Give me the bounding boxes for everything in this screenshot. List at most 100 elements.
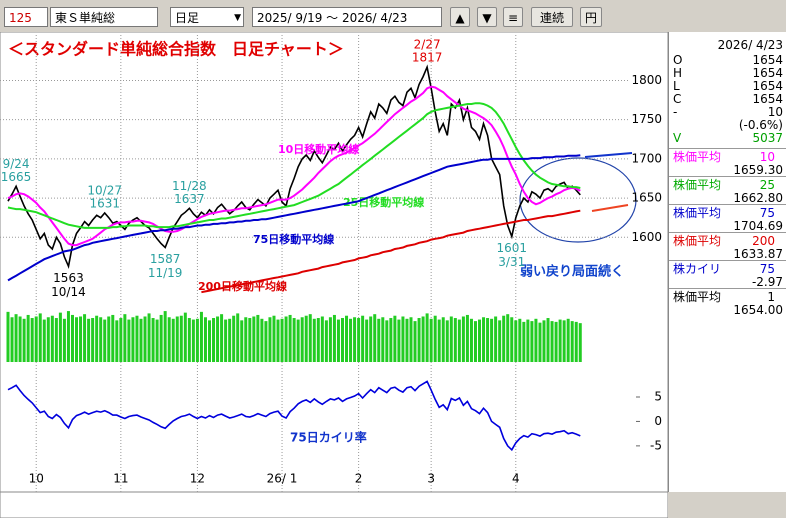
- volume-bar: [300, 317, 304, 362]
- volume-bar: [353, 317, 357, 362]
- volume-bar: [381, 317, 385, 362]
- indicator-param: 25: [759, 178, 775, 192]
- volume-bar: [127, 319, 131, 362]
- volume-bar: [546, 318, 550, 362]
- toolbar-button[interactable]: ≡: [503, 7, 523, 27]
- y-tick-label: 0: [654, 414, 662, 428]
- deviation-title: 75日カイリ率: [290, 430, 367, 445]
- toolbar-button[interactable]: ▼: [477, 7, 497, 27]
- ma200-extension: [591, 204, 629, 212]
- volume-bar: [155, 319, 159, 362]
- annotation-value: 1637: [174, 192, 205, 206]
- toolbar-button[interactable]: ▲: [450, 7, 470, 27]
- x-tick-label: 4: [512, 472, 520, 486]
- volume-bar: [232, 315, 236, 362]
- volume-bar: [34, 316, 38, 362]
- volume-bar: [236, 313, 240, 362]
- panel-date: 2026/ 4/23: [673, 38, 783, 52]
- indicator-label: 株カイリ: [673, 262, 722, 276]
- volume-bar: [308, 314, 312, 362]
- volume-bar: [461, 316, 465, 362]
- volume-bar: [276, 319, 280, 362]
- volume-bar: [486, 318, 490, 362]
- chart-background: [0, 32, 668, 493]
- volume-bar: [50, 315, 54, 362]
- range-box[interactable]: 2025/ 9/19 ～ 2026/ 4/23: [252, 7, 442, 27]
- volume-bar: [30, 318, 34, 362]
- volume-bar: [502, 315, 506, 362]
- volume-bar: [324, 320, 328, 362]
- code-box[interactable]: 125: [4, 7, 48, 27]
- y-tick-label: 5: [654, 389, 662, 403]
- volume-bar: [405, 318, 409, 362]
- quote-label: -: [673, 105, 678, 119]
- range-sep: ～: [326, 11, 339, 25]
- indicator-param: 75: [759, 262, 775, 276]
- separator: [669, 204, 786, 205]
- quote-row: (-0.6%): [673, 118, 783, 132]
- volume-bar: [518, 318, 522, 362]
- volume-bar: [99, 317, 103, 362]
- volume-bar: [397, 319, 401, 362]
- chart: ＜スタンダード単純総合指数 日足チャート＞ 弱い戻り局面続く 75日カイリ率 1…: [0, 32, 668, 518]
- volume-bar: [216, 316, 220, 362]
- quote-row: H 1654: [673, 66, 783, 80]
- volume-bar: [538, 322, 542, 362]
- volume-bar: [70, 314, 74, 362]
- volume-bar: [453, 318, 457, 362]
- indicator-label-row: 株価平均 75: [673, 206, 783, 220]
- volume-bar: [554, 321, 558, 362]
- volume-bar: [208, 320, 211, 362]
- volume-bar: [373, 314, 377, 362]
- volume-bar: [58, 312, 62, 362]
- y-tick-label: 1750: [631, 112, 662, 126]
- quote-row: C 1654: [673, 92, 783, 106]
- volume-bar: [409, 317, 413, 362]
- volume-bar: [433, 315, 437, 362]
- series-line: [7, 380, 581, 452]
- volume-bar: [526, 319, 530, 362]
- annotation-date: 11/28: [172, 179, 207, 193]
- volume-bar: [449, 316, 453, 362]
- volume-bar: [195, 318, 199, 362]
- ma75-extension: [584, 152, 633, 158]
- indicator-value: 1704.69: [733, 219, 783, 233]
- volume-bar: [550, 321, 554, 362]
- volume-bar: [111, 314, 115, 362]
- volume-bar: [54, 318, 58, 362]
- volume-bar: [179, 315, 183, 362]
- side-panel: 2026/ 4/23 O 1654 H 1654 L 1654 C 1654-10 (-0.6%)…: [668, 32, 786, 492]
- toolbar-button[interactable]: 連続: [531, 7, 573, 27]
- highlight-ellipse: [519, 157, 637, 243]
- volume-bar: [421, 316, 425, 362]
- volume-bar: [139, 318, 143, 362]
- volume-bar: [425, 313, 429, 362]
- series-label: 200日移動平均線: [198, 279, 287, 293]
- volume-bar: [131, 317, 135, 362]
- annotation-value: 1601: [496, 241, 527, 255]
- volume-bar: [87, 318, 91, 362]
- toolbar-button[interactable]: 円: [580, 7, 602, 27]
- period-select[interactable]: 日足 ▼: [170, 7, 244, 27]
- volume-bar: [316, 318, 320, 362]
- indicator-value: 1654.00: [733, 303, 783, 317]
- name-box[interactable]: 東Ｓ単純総: [50, 7, 158, 27]
- volume-bar: [123, 314, 127, 362]
- volume-bar: [187, 318, 191, 362]
- annotation-value: 1563: [53, 271, 84, 285]
- indicator-value-row: 1704.69: [673, 219, 783, 233]
- volume-bar: [288, 314, 292, 362]
- range-end: 2026/ 4/23: [342, 11, 408, 25]
- volume-bar: [377, 318, 381, 362]
- annotation-date: 11/19: [148, 266, 183, 280]
- volume-bar: [212, 318, 216, 362]
- annotation-date: 10/14: [51, 285, 86, 299]
- volume-bar: [574, 321, 578, 362]
- series-line: [7, 64, 581, 269]
- volume-bar: [558, 319, 562, 362]
- volume-bar: [248, 318, 252, 362]
- separator: [669, 288, 786, 289]
- volume-bar: [365, 319, 369, 362]
- volume-bar: [256, 314, 260, 362]
- volume-bar: [361, 315, 365, 362]
